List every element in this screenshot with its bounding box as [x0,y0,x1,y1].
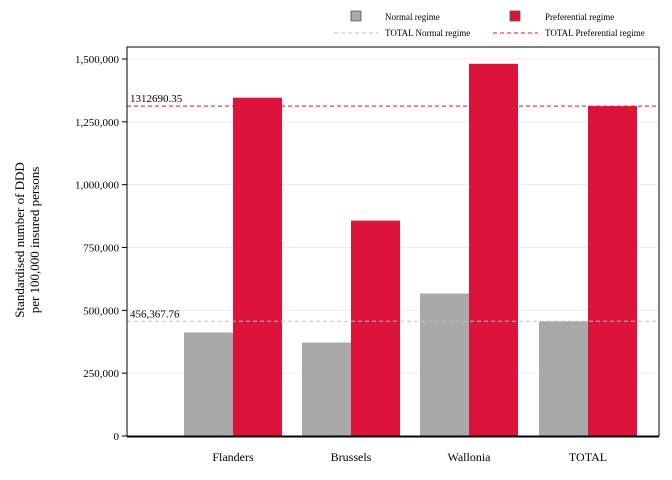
plot-frame [126,46,660,437]
y-axis-label: Standardised number of DDDper 100,000 in… [12,162,42,318]
bar-normal-regime-total [539,321,588,436]
y-tick-label-2: 500,000 [83,305,119,317]
bar-preferential-regime-total [588,106,637,437]
x-tick-label-1: Brussels [331,450,372,464]
bar-normal-regime-wallonia [420,293,469,436]
bar-normal-regime-brussels [302,342,351,436]
x-tick-label-3: TOTAL [569,450,607,464]
y-tick-label-0: 0 [114,431,120,443]
legend-label-normal-regime: Normal regime [385,12,440,22]
y-tick-label-5: 1,250,000 [75,117,120,129]
legend-label-total-preferential-regime: TOTAL Preferential regime [545,28,645,38]
reference-label-0: 456,367.76 [130,308,180,320]
y-axis-label-line-1: per 100,000 insured persons [27,167,42,314]
reference-label-1: 1312690.35 [130,93,183,105]
x-tick-label-0: Flanders [212,450,254,464]
y-tick-label-4: 1,000,000 [75,180,120,192]
legend-swatch-preferential-regime [509,10,521,22]
legend-label-preferential-regime: Preferential regime [545,12,614,22]
legend-label-total-normal-regime: TOTAL Normal regime [385,28,470,38]
bar-preferential-regime-brussels [351,220,400,436]
x-tick-label-2: Wallonia [447,450,491,464]
bar-preferential-regime-wallonia [469,63,518,437]
bar-preferential-regime-flanders [233,97,282,437]
bar-normal-regime-flanders [184,332,233,436]
y-tick-label-1: 250,000 [83,368,119,380]
legend-swatch-normal-regime [350,10,362,22]
y-tick-label-3: 750,000 [83,243,119,255]
y-tick-label-6: 1,500,000 [75,54,120,66]
y-axis-label-line-0: Standardised number of DDD [12,162,27,318]
